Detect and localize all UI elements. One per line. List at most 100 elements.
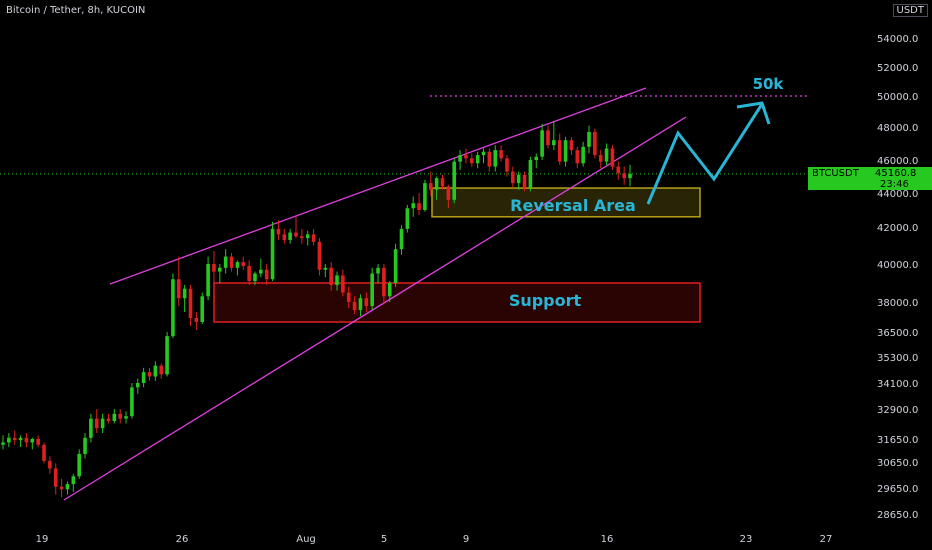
- candle-body: [7, 437, 11, 443]
- candle: [475, 151, 480, 169]
- candle: [18, 435, 23, 448]
- candle: [493, 145, 498, 172]
- candle: [7, 433, 11, 448]
- price-tick-label: 32900.0: [877, 405, 918, 416]
- candle-body: [511, 171, 515, 184]
- price-tick-label: 40000.0: [877, 260, 918, 271]
- projection-line: [646, 103, 764, 205]
- candle: [522, 171, 527, 192]
- candle-body: [552, 140, 556, 146]
- candle: [311, 228, 316, 246]
- candle-body: [65, 484, 70, 490]
- candle-body: [593, 131, 597, 156]
- candle-body: [563, 140, 568, 162]
- candle: [194, 312, 199, 330]
- price-tick-label: 36500.0: [877, 328, 918, 339]
- time-axis[interactable]: 19 26 Aug 5 9 16 23 27: [36, 534, 833, 545]
- candle: [159, 363, 164, 379]
- candle-body: [470, 158, 474, 164]
- candle: [305, 230, 310, 246]
- candle-body: [30, 439, 35, 443]
- price-axis[interactable]: 28650.0 29650.0 30650.0 31650.0 32900.0 34100…: [877, 34, 918, 521]
- chart-title: Bitcoin / Tether, 8h, KUCOIN: [6, 5, 146, 16]
- candle-body: [481, 151, 486, 156]
- candle-body: [1, 442, 5, 445]
- candle-body: [341, 275, 345, 293]
- candle-body: [452, 161, 457, 200]
- candle: [616, 161, 621, 180]
- time-tick-label: 26: [176, 534, 189, 545]
- candle: [587, 125, 591, 154]
- candle-body: [200, 296, 205, 322]
- candle-body: [528, 160, 533, 189]
- candle: [346, 286, 351, 308]
- candle-body: [112, 413, 117, 421]
- candle-body: [276, 228, 281, 235]
- candle-body: [24, 437, 29, 443]
- candle: [499, 145, 503, 162]
- candle-body: [434, 178, 439, 190]
- candle-body: [241, 262, 246, 266]
- candle-body: [358, 298, 363, 310]
- candle: [405, 204, 410, 233]
- candle-body: [317, 241, 322, 270]
- candle: [206, 256, 210, 301]
- candle-body: [294, 232, 298, 237]
- candle-body: [48, 460, 52, 469]
- candle-body: [218, 267, 222, 272]
- candle-body: [376, 267, 380, 274]
- candle-body: [206, 264, 210, 297]
- price-tick-label: 34100.0: [877, 379, 918, 390]
- currency-unit-badge[interactable]: USDT: [892, 4, 928, 17]
- candle: [77, 449, 81, 479]
- support-zone: [213, 282, 701, 323]
- candle: [48, 456, 52, 474]
- candle: [598, 150, 603, 169]
- candle-body: [387, 283, 392, 297]
- candle: [352, 296, 357, 314]
- price-tick-label: 42000.0: [877, 223, 918, 234]
- candle-body: [610, 148, 615, 167]
- candle-body: [534, 156, 539, 160]
- candle-body: [188, 288, 193, 318]
- candle: [241, 256, 246, 270]
- candle-body: [405, 208, 410, 229]
- candle-body: [604, 148, 609, 162]
- candle: [516, 171, 521, 190]
- candle-body: [557, 140, 562, 162]
- candle: [428, 171, 433, 197]
- candle: [546, 125, 550, 149]
- candle-body: [59, 486, 64, 490]
- candle-body: [546, 130, 550, 146]
- candle-body: [118, 413, 122, 419]
- candle: [528, 156, 533, 192]
- candle-body: [77, 453, 81, 477]
- candle: [446, 184, 451, 209]
- candle-body: [446, 186, 451, 200]
- candle: [622, 166, 626, 185]
- candle: [382, 264, 386, 304]
- candle: [452, 158, 457, 204]
- candle-body: [171, 279, 175, 337]
- time-tick-label: 27: [820, 534, 833, 545]
- candle: [423, 179, 427, 212]
- time-tick-label: 9: [463, 534, 469, 545]
- price-tick-label: 54000.0: [877, 34, 918, 45]
- price-lines: [0, 95, 860, 175]
- candle-body: [124, 416, 128, 419]
- time-tick-label: Aug: [296, 534, 316, 545]
- candle-body: [399, 228, 404, 250]
- candle: [300, 228, 304, 244]
- candle: [218, 264, 222, 283]
- candle-body: [100, 418, 105, 429]
- candle: [12, 430, 17, 445]
- price-tick-label: 35300.0: [877, 353, 918, 364]
- candle-body: [622, 173, 626, 179]
- candle-body: [423, 183, 427, 210]
- candle: [370, 267, 374, 310]
- candle-body: [352, 302, 357, 310]
- candle: [376, 264, 380, 283]
- candle: [540, 123, 544, 160]
- candle: [569, 136, 574, 156]
